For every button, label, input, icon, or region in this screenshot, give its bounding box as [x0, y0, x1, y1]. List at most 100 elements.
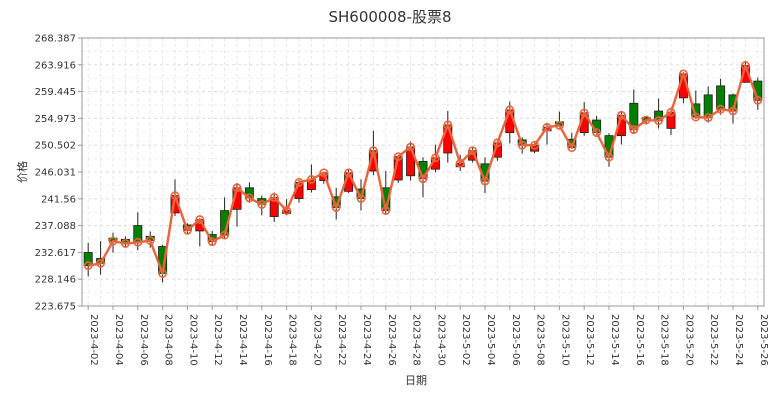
x-tick-label: 2023-4-24 — [361, 314, 372, 366]
close-point — [418, 174, 428, 184]
close-point — [505, 105, 515, 115]
close-point — [691, 112, 701, 122]
x-tick-label: 2023-5-02 — [460, 314, 471, 366]
close-point — [629, 125, 639, 135]
close-point — [257, 200, 267, 209]
x-tick-label: 2023-5-06 — [510, 314, 521, 366]
close-point — [133, 237, 143, 247]
x-tick-label: 2023-5-24 — [733, 314, 744, 366]
close-point — [331, 203, 341, 212]
close-point — [753, 95, 763, 105]
close-line-layer — [83, 61, 763, 278]
close-point — [170, 191, 180, 200]
close-point — [356, 194, 366, 203]
y-tick-label: 237.088 — [35, 221, 76, 232]
y-tick-label: 268.387 — [35, 34, 76, 45]
x-axis: 2023-4-02 2023-4-04 2023-4-06 2023-4-08 2023… — [87, 306, 769, 366]
close-point — [492, 138, 502, 148]
x-tick-label: 2023-4-26 — [386, 314, 397, 366]
close-point — [121, 239, 130, 248]
close-point — [641, 115, 651, 125]
close-point — [319, 168, 329, 178]
y-tick-label: 223.675 — [35, 302, 76, 313]
close-point — [542, 122, 552, 132]
close-point — [108, 236, 118, 246]
y-tick-label: 254.973 — [35, 114, 76, 125]
x-tick-label: 2023-5-14 — [609, 314, 620, 366]
close-point — [741, 61, 750, 70]
close-point — [406, 142, 415, 152]
close-point — [455, 158, 465, 168]
x-tick-label: 2023-4-04 — [113, 314, 124, 366]
close-point — [679, 69, 688, 79]
close-point — [96, 258, 105, 268]
y-tick-label: 250.502 — [35, 141, 76, 152]
x-tick-label: 2023-4-10 — [187, 314, 198, 366]
chart-title: SH600008-股票8 — [328, 8, 451, 26]
x-tick-label: 2023-4-18 — [287, 314, 298, 366]
close-point — [443, 120, 453, 130]
close-point — [220, 230, 229, 240]
close-point — [666, 107, 676, 117]
close-point — [430, 153, 440, 163]
y-axis: 223.675 228.146 232.617 237.088 241.56 246.03… — [35, 34, 82, 313]
y-tick-label: 246.031 — [35, 168, 76, 179]
close-point — [182, 225, 192, 235]
close-point — [244, 193, 254, 203]
x-tick-label: 2023-5-22 — [708, 314, 719, 366]
x-tick-label: 2023-4-30 — [435, 314, 446, 366]
y-tick-label: 232.617 — [35, 248, 76, 259]
close-point — [232, 183, 242, 193]
close-point — [716, 104, 725, 114]
close-point — [294, 177, 304, 187]
y-tick-label: 228.146 — [35, 275, 76, 286]
y-tick-label: 263.916 — [35, 60, 76, 71]
x-tick-label: 2023-4-06 — [138, 314, 149, 366]
close-point — [468, 146, 477, 156]
close-point — [83, 261, 93, 271]
close-point — [480, 176, 490, 186]
close-point — [306, 174, 316, 184]
close-point — [728, 106, 738, 116]
x-tick-label: 2023-5-20 — [683, 314, 694, 366]
x-tick-label: 2023-5-08 — [535, 314, 546, 366]
close-point — [530, 140, 539, 150]
x-tick-label: 2023-4-08 — [163, 314, 174, 366]
x-tick-label: 2023-4-20 — [311, 314, 322, 366]
x-tick-label: 2023-4-16 — [262, 314, 273, 366]
x-axis-title: 日期 — [405, 374, 427, 387]
x-tick-label: 2023-5-04 — [485, 314, 496, 366]
close-point — [393, 152, 403, 162]
close-point — [703, 113, 713, 123]
close-point — [344, 168, 353, 178]
close-point — [381, 206, 391, 215]
close-point — [617, 110, 626, 120]
x-tick-label: 2023-4-14 — [237, 314, 248, 366]
y-tick-label: 259.445 — [35, 87, 76, 98]
close-point — [195, 215, 205, 224]
close-point — [158, 269, 167, 278]
close-point — [207, 237, 217, 247]
close-point — [604, 152, 614, 162]
x-tick-label: 2023-5-12 — [584, 314, 595, 366]
close-point — [567, 143, 577, 153]
x-tick-label: 2023-5-16 — [634, 314, 645, 366]
close-point — [654, 116, 663, 126]
close-price-line — [87, 64, 759, 275]
x-tick-label: 2023-5-10 — [559, 314, 570, 366]
x-tick-label: 2023-4-22 — [336, 314, 347, 366]
x-tick-label: 2023-4-02 — [88, 314, 99, 366]
x-tick-label: 2023-5-26 — [758, 314, 769, 366]
close-point — [555, 121, 564, 130]
close-point — [579, 108, 589, 118]
y-tick-label: 241.56 — [41, 194, 76, 205]
close-point — [282, 206, 291, 215]
close-point — [517, 140, 527, 150]
close-point — [269, 192, 279, 202]
close-point — [145, 236, 155, 245]
x-tick-label: 2023-4-28 — [411, 314, 422, 366]
y-axis-title: 价格 — [15, 161, 29, 183]
x-tick-label: 2023-4-12 — [212, 314, 223, 366]
